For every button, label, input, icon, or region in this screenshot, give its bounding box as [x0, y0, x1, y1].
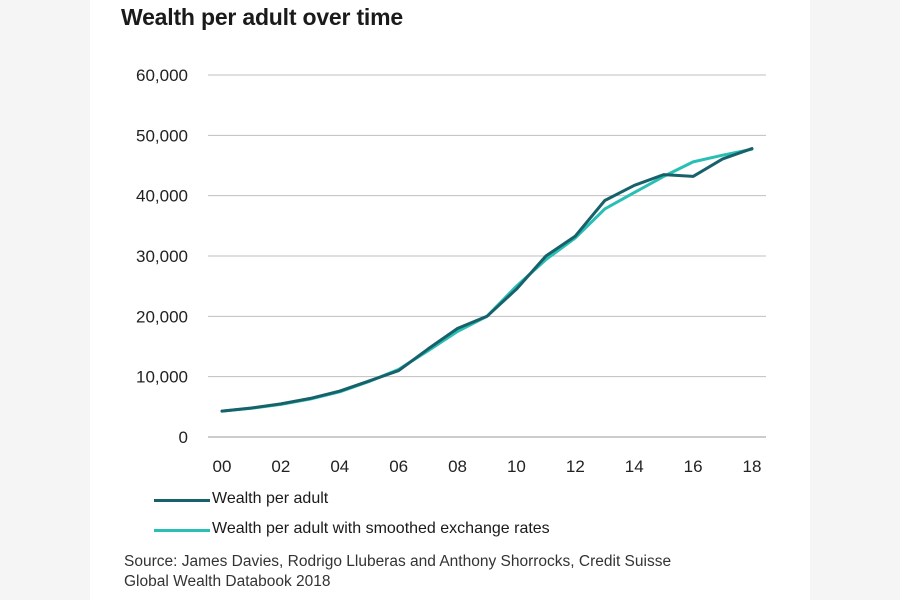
right-margin	[810, 0, 900, 600]
y-tick-label: 0	[179, 428, 188, 447]
legend-label: Wealth per adult	[212, 490, 329, 507]
y-tick-label: 10,000	[136, 368, 188, 387]
x-tick-label: 02	[271, 457, 290, 476]
x-tick-label: 08	[448, 457, 467, 476]
source-line-1: Source: James Davies, Rodrigo Lluberas a…	[124, 553, 672, 570]
y-tick-label: 40,000	[136, 187, 188, 206]
source-line-2: Global Wealth Databook 2018	[124, 573, 331, 590]
source-note: Source: James Davies, Rodrigo Lluberas a…	[124, 552, 784, 592]
x-tick-label: 14	[625, 457, 644, 476]
x-tick-label: 12	[566, 457, 585, 476]
x-tick-label: 00	[213, 457, 232, 476]
series-line-wealth-per-adult	[220, 147, 754, 413]
y-tick-label: 30,000	[136, 247, 188, 266]
left-margin	[0, 0, 90, 600]
gridlines	[208, 74, 766, 438]
x-tick-label: 06	[389, 457, 408, 476]
x-axis-tick-labels: 00 02 04 06 08 10 12 14 16 18	[213, 457, 762, 476]
x-tick-label: 16	[684, 457, 703, 476]
chart-title: Wealth per adult over time	[121, 4, 403, 30]
series-lines	[220, 147, 754, 413]
legend-swatch-smoothed-exchange-rates	[154, 529, 210, 532]
chart-panel	[90, 0, 810, 600]
x-tick-label: 18	[743, 457, 762, 476]
y-tick-label: 20,000	[136, 307, 188, 326]
x-tick-label: 10	[507, 457, 526, 476]
y-tick-label: 50,000	[136, 126, 188, 145]
y-axis-tick-labels: 0 10,000 20,000 30,000 40,000 50,000 60,000	[136, 66, 188, 447]
y-tick-label: 60,000	[136, 66, 188, 85]
legend-swatch-wealth-per-adult	[154, 499, 210, 502]
x-tick-label: 04	[330, 457, 349, 476]
series-line-smoothed-exchange-rates	[220, 147, 754, 413]
legend-label: Wealth per adult with smoothed exchange …	[212, 520, 550, 537]
